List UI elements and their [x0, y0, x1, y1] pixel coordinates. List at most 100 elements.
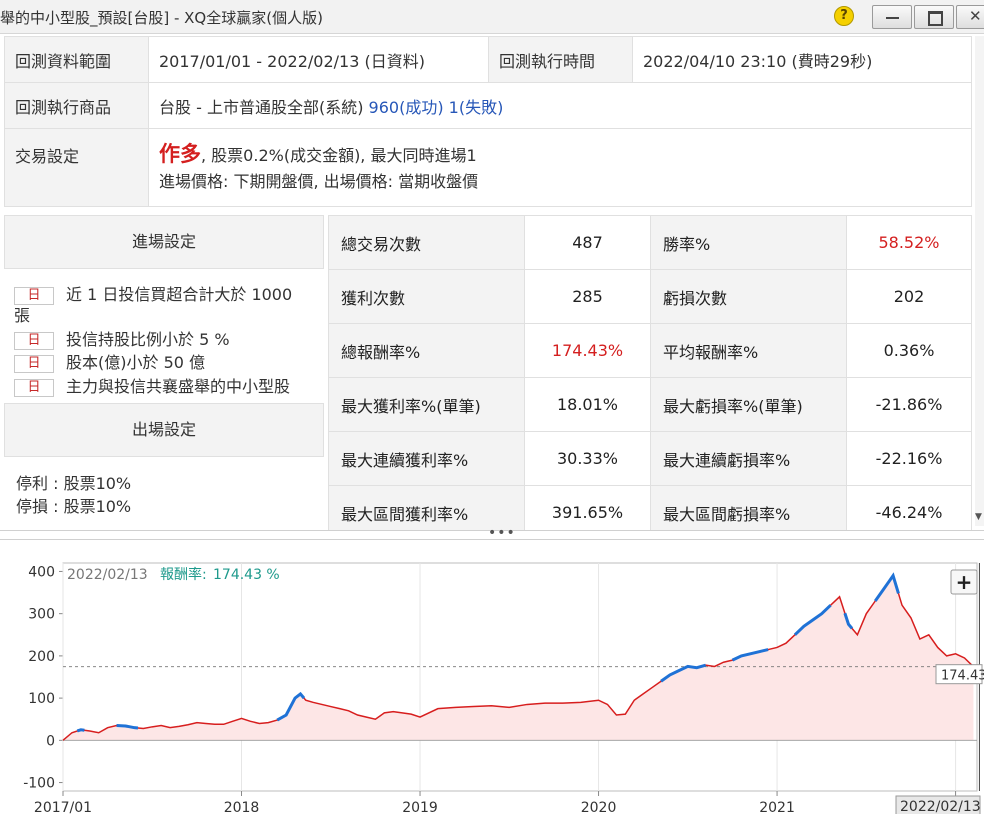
- new-high-segment: [731, 648, 769, 662]
- stat-value: -21.86%: [846, 377, 972, 432]
- stat-value: 58.52%: [846, 215, 972, 270]
- stat-value: -22.16%: [846, 431, 972, 486]
- current-value-label: 174.43: [941, 669, 984, 684]
- product-value: 台股 - 上市普通股全部(系統) 960(成功) 1(失敗): [148, 82, 972, 129]
- stat-label: 最大獲利率%(單筆): [328, 377, 525, 432]
- stat-value: 487: [524, 215, 651, 270]
- stats-table: 總交易次數 487 勝率% 58.52% 獲利次數 285 虧損次數 202 總報酬率% 174.…: [328, 215, 972, 540]
- exec-time-value: 2022/04/10 23:10 (費時29秒): [632, 36, 972, 83]
- exit-settings-header: 出場設定: [4, 403, 324, 457]
- x-tick-label: 2021: [759, 800, 795, 814]
- equity-area: [63, 575, 974, 741]
- entry-condition-text: 投信持股比例小於 5 %: [66, 330, 230, 349]
- entry-condition-text: 張: [14, 306, 31, 325]
- entry-condition: 日投信持股比例小於 5 %: [14, 326, 230, 350]
- stats-row: 總交易次數 487 勝率% 58.52%: [328, 215, 972, 270]
- scroll-down-icon[interactable]: ▼: [975, 512, 982, 522]
- help-icon[interactable]: ?: [834, 6, 854, 26]
- stat-label: 勝率%: [650, 215, 847, 270]
- daily-badge: 日: [14, 332, 54, 350]
- current-value-tag: [935, 664, 983, 685]
- close-button[interactable]: [956, 5, 984, 29]
- product-success-link[interactable]: 960(成功): [368, 97, 444, 117]
- stat-value: 202: [846, 269, 972, 324]
- stat-label: 平均報酬率%: [650, 323, 847, 378]
- new-high-segment: [843, 612, 854, 630]
- entry-settings-header: 進場設定: [4, 215, 324, 269]
- stat-value: 174.43%: [524, 323, 651, 378]
- new-high-segment: [874, 572, 900, 602]
- trade-value: 作多, 股票0.2%(成交金額), 最大同時進場1 進場價格: 下期開盤價, 出…: [148, 128, 972, 207]
- range-value: 2017/01/01 - 2022/02/13 (日資料): [148, 36, 489, 83]
- stop-loss-item: 停損 : 股票10%: [16, 497, 132, 516]
- stat-value: 30.33%: [524, 431, 651, 486]
- chart-header-label: 報酬率:: [160, 566, 207, 583]
- y-tick-label: -100: [23, 776, 55, 792]
- entry-condition: 日股本(億)小於 50 億: [14, 349, 205, 373]
- y-tick-label: 400: [28, 564, 55, 580]
- x-tick-label: 2017/01: [34, 800, 92, 814]
- vertical-scrollbar[interactable]: ▼: [975, 36, 984, 526]
- entry-condition-text: 近 1 日投信買超合計大於 1000: [66, 285, 293, 304]
- stat-label: 最大連續虧損率%: [650, 431, 847, 486]
- y-tick-label: 100: [28, 691, 55, 707]
- chart-header-date: 2022/02/13: [67, 567, 148, 583]
- x-tick-label: 2019: [402, 800, 438, 814]
- stats-row: 最大獲利率%(單筆) 18.01% 最大虧損率%(單筆) -21.86%: [328, 377, 972, 432]
- stat-label: 總交易次數: [328, 215, 525, 270]
- new-high-segment: [276, 691, 306, 722]
- trade-direction: 作多: [159, 141, 201, 166]
- daily-badge: 日: [14, 379, 54, 397]
- stat-label: 最大連續獲利率%: [328, 431, 525, 486]
- new-high-segment: [660, 663, 707, 683]
- window-title: 舉的中小型股_預設[台股] - XQ全球贏家(個人版): [0, 9, 323, 27]
- entry-condition: 日近 1 日投信買超合計大於 1000: [14, 281, 292, 305]
- y-tick-label: 0: [46, 733, 55, 749]
- equity-line: [62, 573, 974, 741]
- stat-label: 獲利次數: [328, 269, 525, 324]
- product-name: 台股 - 上市普通股全部(系統): [159, 97, 364, 117]
- entry-condition-text: 股本(億)小於 50 億: [66, 353, 206, 372]
- y-tick-label: 300: [28, 607, 55, 623]
- x-tick-label: 2020: [581, 800, 617, 814]
- backtest-info-table: 回測資料範圍 2017/01/01 - 2022/02/13 (日資料) 回測執…: [4, 36, 972, 207]
- range-label: 回測資料範圍: [4, 36, 149, 83]
- take-profit-item: 停利 : 股票10%: [16, 474, 132, 493]
- stats-row: 總報酬率% 174.43% 平均報酬率% 0.36%: [328, 323, 972, 378]
- y-tick-label: 200: [28, 649, 55, 665]
- plus-icon[interactable]: +: [956, 570, 973, 594]
- cursor-date-label: 2022/02/13: [900, 799, 981, 814]
- minimize-button[interactable]: [872, 5, 912, 29]
- stats-row: 最大連續獲利率% 30.33% 最大連續虧損率% -22.16%: [328, 431, 972, 486]
- daily-badge: 日: [14, 355, 54, 373]
- new-high-segment: [116, 724, 139, 730]
- entry-condition-text: 主力與投信共襄盛舉的中小型股: [66, 377, 291, 396]
- daily-badge: 日: [14, 287, 54, 305]
- equity-curve-chart: 400 300 200 100 0 -100 2017/01 2018 2019 2020 2021…: [23, 562, 984, 814]
- product-fail-link[interactable]: 1(失敗): [448, 97, 504, 117]
- product-label: 回測執行商品: [4, 82, 149, 129]
- trade-detail: , 股票0.2%(成交金額), 最大同時進場1: [201, 145, 477, 165]
- stat-label: 總報酬率%: [328, 323, 525, 378]
- stat-label: 虧損次數: [650, 269, 847, 324]
- stats-row: 獲利次數 285 虧損次數 202: [328, 269, 972, 324]
- zoom-in-button[interactable]: [950, 569, 978, 595]
- chart-header-value: 174.43 %: [213, 567, 280, 583]
- stat-label: 最大虧損率%(單筆): [650, 377, 847, 432]
- splitter-handle-icon[interactable]: •••: [488, 525, 516, 541]
- stat-value: 0.36%: [846, 323, 972, 378]
- new-high-segment: [76, 728, 85, 733]
- title-bar: 舉的中小型股_預設[台股] - XQ全球贏家(個人版) ?: [0, 0, 984, 34]
- exec-time-label: 回測執行時間: [488, 36, 633, 83]
- cursor-date-tag: [895, 795, 981, 814]
- entry-condition: 張: [14, 302, 30, 326]
- maximize-button[interactable]: [914, 5, 954, 29]
- new-high-segment: [793, 604, 832, 636]
- entry-condition: 日主力與投信共襄盛舉的中小型股: [14, 373, 290, 397]
- stat-value: 285: [524, 269, 651, 324]
- stat-value: 18.01%: [524, 377, 651, 432]
- panel-splitter[interactable]: •••: [0, 525, 984, 541]
- x-tick-label: 2018: [224, 800, 260, 814]
- trade-price: 進場價格: 下期開盤價, 出場價格: 當期收盤價: [159, 171, 479, 191]
- trade-label: 交易設定: [4, 128, 149, 207]
